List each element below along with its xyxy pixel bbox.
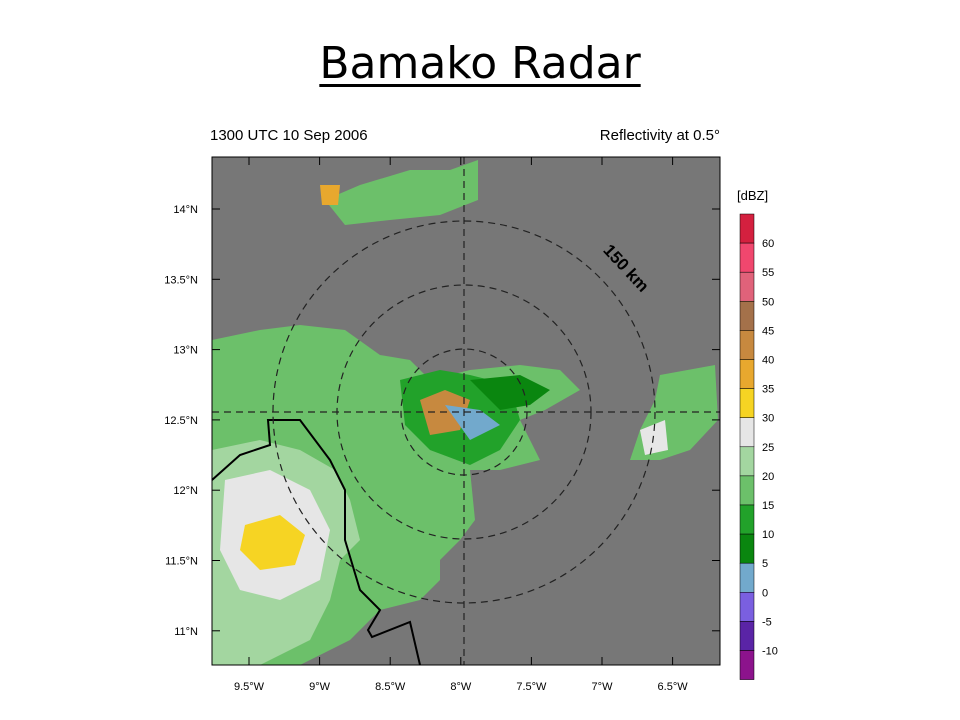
colorbar-box bbox=[739, 242, 755, 273]
time-label: 1300 UTC 10 Sep 2006 bbox=[210, 127, 368, 144]
colorbar-label: 55 bbox=[762, 267, 774, 279]
y-tick-label: 11°N bbox=[174, 626, 198, 638]
colorbar-label: 35 bbox=[762, 384, 774, 396]
colorbar-box bbox=[739, 533, 755, 564]
y-tick-label: 13°N bbox=[173, 345, 198, 357]
colorbar-unit: [dBZ] bbox=[737, 188, 768, 203]
x-tick-label: 9.5°W bbox=[234, 681, 265, 693]
colorbar-label: 50 bbox=[762, 296, 774, 308]
x-tick-label: 8.5°W bbox=[375, 681, 406, 693]
slide-title: Bamako Radar bbox=[319, 38, 641, 89]
x-tick-label: 7°W bbox=[592, 681, 614, 693]
y-tick-label: 11.5°N bbox=[165, 556, 198, 568]
colorbar-box bbox=[739, 271, 755, 302]
colorbar-box bbox=[739, 621, 755, 651]
colorbar-box bbox=[739, 301, 755, 331]
colorbar-box bbox=[739, 417, 755, 448]
map-frame bbox=[211, 156, 721, 666]
range-rings bbox=[212, 157, 720, 665]
x-tick-label: 6.5°W bbox=[658, 681, 689, 693]
colorbar-box bbox=[739, 388, 755, 418]
colorbar-box bbox=[739, 475, 755, 506]
colorbar-box bbox=[739, 650, 755, 680]
colorbar-box bbox=[739, 330, 755, 360]
y-tick-label: 12°N bbox=[173, 485, 198, 497]
colorbar-box bbox=[739, 562, 755, 593]
colorbar-label: -10 bbox=[762, 646, 778, 658]
y-tick-label: 14°N bbox=[173, 204, 198, 216]
border-line bbox=[211, 419, 421, 666]
y-tick-label: 12.5°N bbox=[164, 415, 198, 427]
colorbar-label: 5 bbox=[762, 558, 768, 570]
colorbar-label: -5 bbox=[762, 616, 772, 628]
colorbar-label: 0 bbox=[762, 587, 768, 599]
colorbar-box bbox=[739, 359, 755, 389]
colorbar-label: 60 bbox=[762, 238, 774, 250]
colorbar-label: 45 bbox=[762, 325, 774, 337]
x-tick-label: 8°W bbox=[450, 681, 472, 693]
colorbar-label: 25 bbox=[762, 442, 774, 454]
colorbar-label: 10 bbox=[762, 529, 774, 541]
x-tick-label: 9°W bbox=[309, 681, 331, 693]
echoes bbox=[212, 160, 718, 665]
colorbar-label: 40 bbox=[762, 355, 774, 367]
colorbar-box bbox=[739, 213, 755, 244]
product-label: Reflectivity at 0.5° bbox=[600, 127, 720, 144]
colorbar-box bbox=[739, 446, 755, 477]
colorbar-box bbox=[739, 592, 755, 622]
colorbar-label: 30 bbox=[762, 413, 774, 425]
colorbar-label: 15 bbox=[762, 500, 774, 512]
colorbar-box bbox=[739, 504, 755, 535]
x-tick-label: 7.5°W bbox=[516, 681, 547, 693]
y-tick-label: 13.5°N bbox=[164, 274, 198, 286]
colorbar-label: 20 bbox=[762, 471, 774, 483]
